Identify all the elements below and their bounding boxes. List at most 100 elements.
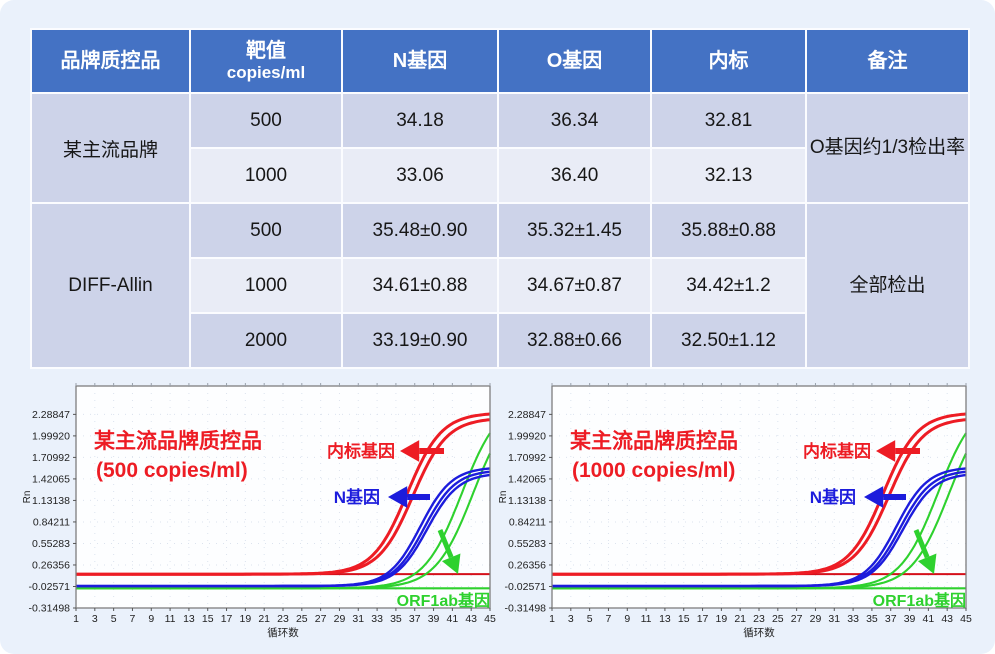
- chart-title-line2: (500 copies/ml): [96, 459, 248, 482]
- target-value-cell: 1000: [189, 257, 343, 314]
- x-tick-label: 39: [428, 613, 440, 625]
- header-o-gene: O基因: [497, 28, 652, 94]
- target-value-cell: 2000: [189, 312, 343, 369]
- annotation-arrow: [913, 529, 930, 559]
- series-label-N基因: N基因: [334, 487, 380, 507]
- x-tick-label: 33: [847, 613, 859, 625]
- series-label-ORF1ab基因: ORF1ab基因: [397, 591, 490, 610]
- remark-cell: O基因约1/3检出率: [805, 92, 970, 204]
- x-tick-label: 35: [390, 613, 402, 625]
- internal-ct-cell: 32.13: [650, 147, 807, 204]
- table-row: DIFF-Allin 500 35.48±0.90 35.32±1.45 35.…: [30, 202, 970, 369]
- x-tick-label: 43: [941, 613, 953, 625]
- x-tick-label: 31: [828, 613, 840, 625]
- internal-ct-cell: 35.88±0.88: [650, 202, 807, 259]
- header-target-unit: copies/ml: [226, 62, 306, 82]
- o-gene-ct-cell: 32.88±0.66: [497, 312, 652, 369]
- x-tick-label: 11: [165, 613, 176, 625]
- y-tick-label: 0.26356: [508, 559, 546, 571]
- x-tick-label: 9: [148, 613, 154, 625]
- x-tick-label: 23: [277, 613, 289, 625]
- x-axis-title: 循环数: [267, 626, 299, 639]
- y-tick-label: -0.02571: [29, 581, 71, 593]
- internal-ct-cell: 34.42±1.2: [650, 257, 807, 314]
- x-tick-label: 5: [111, 613, 117, 625]
- y-tick-label: 1.13138: [508, 495, 546, 507]
- x-tick-label: 21: [258, 613, 270, 625]
- x-tick-label: 41: [923, 613, 935, 625]
- y-tick-label: -0.31498: [29, 603, 71, 615]
- table-row: 2000 33.19±0.90 32.88±0.66 32.50±1.12: [31, 312, 969, 369]
- y-tick-label: -0.31498: [505, 603, 547, 615]
- y-tick-label: 2.28847: [508, 409, 546, 421]
- curve-N基因: [552, 473, 967, 588]
- y-tick-label: 0.84211: [509, 516, 546, 528]
- x-tick-label: 7: [130, 613, 136, 625]
- target-value-cell: 500: [189, 202, 343, 259]
- chart-title-line1: 某主流品牌质控品: [94, 429, 262, 453]
- x-tick-label: 25: [772, 613, 784, 625]
- amplification-plot: 1 3 5 7 9 11 13 15 17 19 21 23 25 27 29 31 33 35 37 39 41 43 4…: [498, 383, 972, 639]
- x-axis-title: 循环数: [743, 626, 775, 639]
- y-tick-label: 0.55283: [508, 538, 546, 550]
- x-tick-label: 27: [791, 613, 803, 625]
- x-tick-label: 37: [409, 613, 421, 625]
- x-tick-label: 33: [371, 613, 383, 625]
- x-tick-label: 5: [587, 613, 593, 625]
- curve-N基因: [76, 473, 491, 588]
- y-axis-title: Rn: [498, 491, 509, 504]
- header-remark: 备注: [805, 28, 970, 94]
- brand-cell: DIFF-Allin: [30, 202, 191, 369]
- y-tick-label: 1.70992: [32, 452, 70, 464]
- x-tick-label: 27: [315, 613, 327, 625]
- annotation-arrowhead: [864, 486, 884, 508]
- x-tick-label: 45: [960, 613, 972, 625]
- series-label-内标基因: 内标基因: [803, 441, 871, 461]
- x-tick-label: 31: [352, 613, 364, 625]
- y-tick-label: 1.42065: [508, 473, 546, 485]
- annotation-arrowhead: [876, 440, 896, 462]
- header-brand: 品牌质控品: [30, 28, 191, 94]
- amplification-chart-1000: 1 3 5 7 9 11 13 15 17 19 21 23 25 27 29 31 33 35 37 39 41 43 4…: [492, 378, 972, 652]
- x-tick-label: 29: [810, 613, 822, 625]
- o-gene-ct-cell: 36.34: [497, 92, 652, 149]
- x-tick-label: 17: [697, 613, 709, 625]
- annotation-arrowhead: [917, 553, 937, 574]
- internal-ct-cell: 32.50±1.12: [650, 312, 807, 369]
- x-tick-label: 3: [92, 613, 98, 625]
- n-gene-ct-cell: 34.61±0.88: [341, 257, 499, 314]
- o-gene-ct-cell: 36.40: [497, 147, 652, 204]
- x-tick-label: 23: [753, 613, 765, 625]
- y-tick-label: 1.42065: [32, 473, 70, 485]
- y-tick-label: 1.13138: [32, 495, 70, 507]
- x-tick-label: 13: [659, 613, 671, 625]
- annotation-arrowhead: [441, 553, 461, 574]
- annotation-arrow: [437, 529, 454, 559]
- table-row: 1000 33.06 36.40 32.13: [31, 147, 969, 204]
- y-tick-label: 2.28847: [32, 409, 70, 421]
- n-gene-ct-cell: 33.06: [341, 147, 499, 204]
- x-tick-label: 15: [202, 613, 214, 625]
- x-tick-label: 13: [183, 613, 195, 625]
- chart-title-line1: 某主流品牌质控品: [570, 429, 738, 453]
- internal-ct-cell: 32.81: [650, 92, 807, 149]
- x-tick-label: 45: [484, 613, 496, 625]
- table-header-row: 品牌质控品 靶值 copies/ml N基因 O基因 内标 备注: [30, 28, 970, 94]
- y-tick-label: 0.26356: [32, 559, 70, 571]
- target-value-cell: 500: [189, 92, 343, 149]
- qc-comparison-table: 品牌质控品 靶值 copies/ml N基因 O基因 内标 备注 某主流品牌 5…: [30, 28, 970, 369]
- n-gene-ct-cell: 35.48±0.90: [341, 202, 499, 259]
- series-label-ORF1ab基因: ORF1ab基因: [873, 591, 966, 610]
- amplification-chart-500: 1 3 5 7 9 11 13 15 17 19 21 23 25 27 29 31 33 35 37 39 41 43 4…: [16, 378, 496, 652]
- table-row: 某主流品牌 500 34.18 36.34 32.81 O基因约1/3检出率: [30, 92, 970, 204]
- header-brand-label: 品牌质控品: [60, 50, 161, 72]
- header-internal-control: 内标: [650, 28, 807, 94]
- y-tick-label: 1.70992: [508, 452, 546, 464]
- o-gene-ct-cell: 34.67±0.87: [497, 257, 652, 314]
- curve-内标基因: [552, 418, 967, 576]
- x-tick-label: 25: [296, 613, 308, 625]
- curve-内标基因: [76, 418, 491, 576]
- x-tick-label: 41: [447, 613, 459, 625]
- header-n-gene: N基因: [341, 28, 499, 94]
